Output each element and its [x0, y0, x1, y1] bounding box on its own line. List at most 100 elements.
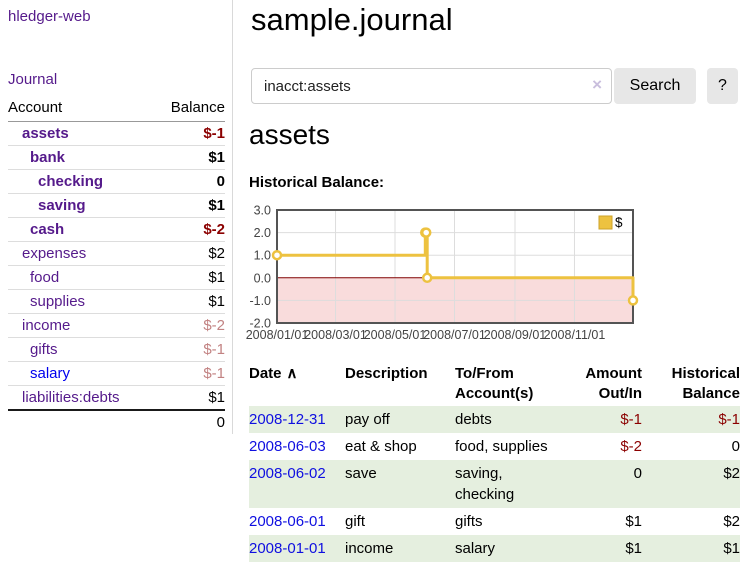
account-link[interactable]: income	[22, 317, 71, 334]
x-tick-label: 2008/01/01	[246, 328, 309, 342]
account-balance: 0	[154, 169, 225, 194]
y-tick-label: -1.0	[249, 294, 271, 308]
account-name-cell: income	[8, 313, 155, 338]
account-link[interactable]: salary	[30, 365, 71, 382]
account-balance: $1	[154, 193, 225, 218]
account-link[interactable]: assets	[22, 125, 69, 142]
account-balance: $-1	[154, 337, 225, 362]
accounts-total-value: 0	[154, 409, 225, 434]
account-row: supplies $1	[8, 289, 225, 314]
transaction-date-cell: 2008-06-02	[249, 460, 345, 508]
account-link[interactable]: supplies	[30, 293, 86, 310]
account-row: liabilities:debts $1	[8, 385, 225, 410]
register-header-description: Description	[345, 365, 428, 382]
account-link[interactable]: saving	[38, 197, 86, 214]
account-balance: $-2	[154, 313, 225, 338]
sidebar-item-journal[interactable]: Journal	[8, 71, 58, 88]
transaction-date-link[interactable]: 2008-06-01	[249, 513, 326, 530]
account-name-cell: expenses	[8, 241, 155, 266]
transaction-row: 2008-12-31 pay off debts $-1 $-1	[249, 406, 740, 433]
account-row: expenses $2	[8, 241, 225, 266]
accounts-header-balance: Balance	[154, 99, 225, 122]
account-name-cell: supplies	[8, 289, 155, 314]
transaction-row: 2008-06-03 eat & shop food, supplies $-2 0	[249, 433, 740, 460]
help-button[interactable]: ?	[707, 68, 738, 104]
account-row: checking 0	[8, 169, 225, 194]
accounts-total-spacer	[8, 409, 155, 434]
search-input[interactable]	[251, 68, 612, 104]
accounts-header-account: Account	[8, 99, 155, 122]
transaction-amount: $1	[625, 513, 642, 530]
account-link[interactable]: cash	[30, 221, 65, 238]
transaction-date-cell: 2008-06-01	[249, 508, 345, 535]
transaction-date-link[interactable]: 2008-01-01	[249, 540, 326, 557]
app-title-link[interactable]: hledger-web	[8, 8, 91, 25]
chart-border	[276, 209, 634, 324]
y-tick-label: 0.0	[254, 271, 271, 285]
transaction-accounts: saving, checking	[455, 465, 515, 503]
account-name-cell: checking	[8, 169, 155, 194]
register-table: Date ∧ Description To/From Account(s) Amount…	[249, 362, 740, 562]
account-link[interactable]: expenses	[22, 245, 87, 262]
transaction-date-link[interactable]: 2008-06-03	[249, 438, 326, 455]
historical-balance-chart[interactable]: $3.0 2.0 1.0 0.0 -1.0 -2.0 2008/01/01 2008/03/0…	[243, 204, 641, 351]
sort-ascending-icon: ∧	[286, 365, 298, 382]
x-tick-label: 2008/03/01	[304, 328, 367, 342]
account-link[interactable]: food	[30, 269, 60, 286]
transaction-date-cell: 2008-01-01	[249, 535, 345, 562]
x-tick-label: 2008/11/01	[544, 328, 606, 342]
chart-data-marker	[271, 249, 283, 261]
chart-data-marker	[420, 227, 432, 238]
transaction-balance: $-1	[718, 411, 740, 428]
account-page-title: assets	[249, 119, 330, 150]
transaction-row: 2008-06-01 gift gifts $1 $2	[249, 508, 740, 535]
accounts-total-row: 0	[8, 409, 225, 434]
clear-search-icon[interactable]: ×	[592, 75, 602, 94]
account-balance: $1	[154, 385, 225, 410]
transaction-date-link[interactable]: 2008-06-02	[249, 465, 326, 482]
page-title: sample.journal	[251, 2, 453, 37]
account-name-cell: assets	[8, 121, 155, 146]
register-header-date[interactable]: Date ∧	[249, 365, 298, 382]
register-header-amount-out-in: Amount Out/In	[585, 365, 642, 402]
transaction-description: gift	[345, 513, 366, 530]
account-row: food $1	[8, 265, 225, 290]
transaction-amount: 0	[633, 465, 642, 482]
transaction-date-cell: 2008-06-03	[249, 433, 345, 460]
account-balance: $1	[154, 145, 225, 170]
account-row: gifts $-1	[8, 337, 225, 362]
account-link[interactable]: bank	[30, 149, 66, 166]
register-header-row: Date ∧ Description To/From Account(s) Amount…	[249, 362, 740, 406]
account-name-cell: saving	[8, 193, 155, 218]
transaction-balance: 0	[731, 438, 740, 455]
legend-swatch	[598, 215, 613, 230]
account-row: cash $-2	[8, 217, 225, 242]
account-balance: $-1	[154, 121, 225, 146]
y-tick-label: 3.0	[254, 204, 271, 218]
transaction-balance: $2	[723, 513, 740, 530]
chart-data-marker	[421, 272, 433, 284]
search-button[interactable]: Search	[614, 68, 696, 104]
transaction-row: 2008-06-02 save saving, checking 0 $2	[249, 460, 740, 508]
search-box: ×	[251, 68, 612, 104]
account-name-cell: salary	[8, 361, 155, 386]
account-link[interactable]: liabilities:debts	[22, 389, 120, 406]
account-balance: $1	[154, 289, 225, 314]
account-balance: $-1	[154, 361, 225, 386]
transaction-date-link[interactable]: 2008-12-31	[249, 411, 326, 428]
account-name-cell: bank	[8, 145, 155, 170]
account-row: income $-2	[8, 313, 225, 338]
account-link[interactable]: checking	[38, 173, 104, 190]
transaction-accounts: gifts	[455, 513, 483, 530]
account-link[interactable]: gifts	[30, 341, 58, 358]
transaction-amount: $-1	[620, 411, 642, 428]
accounts-table: Account Balance assets $-1 bank $1 checking 0…	[8, 99, 225, 434]
legend-label: $	[615, 215, 623, 230]
account-balance: $-2	[154, 217, 225, 242]
account-name-cell: gifts	[8, 337, 155, 362]
transaction-description: income	[345, 540, 394, 557]
account-row: bank $1	[8, 145, 225, 170]
transaction-row: 2008-01-01 income salary $1 $1	[249, 535, 740, 562]
transaction-balance: $2	[723, 465, 740, 482]
